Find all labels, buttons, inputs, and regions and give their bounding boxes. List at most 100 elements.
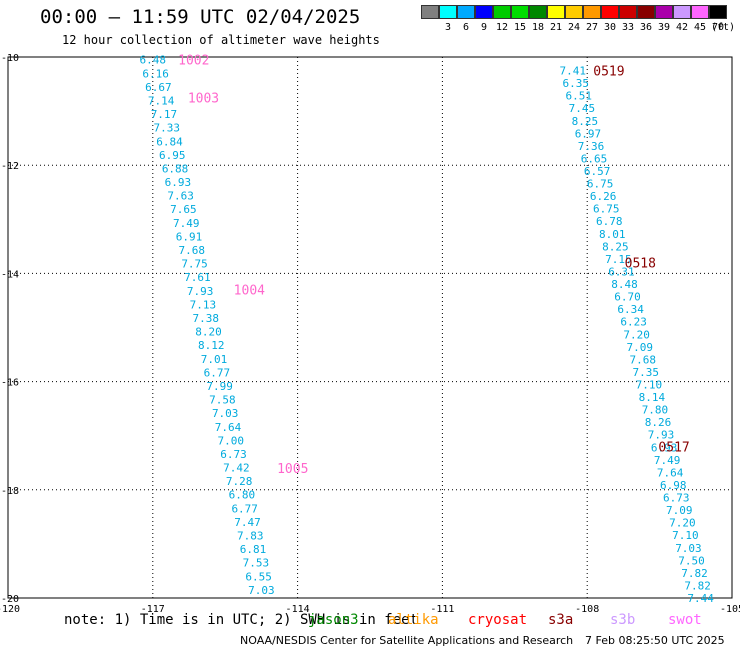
track-b-wave-height-label: 6.65: [581, 152, 608, 165]
track-b-time-label: 0518: [625, 257, 656, 272]
legend-tick-label: 15: [513, 22, 527, 33]
track-b-wave-height-label: 8.01: [599, 228, 626, 241]
latitude-tick-label: -20: [1, 594, 19, 605]
legend-tick-label: 6: [462, 22, 470, 33]
legend-tick-label: 12: [495, 22, 509, 33]
track-a-wave-height-label: 6.93: [165, 176, 192, 189]
track-a-wave-height-label: 6.84: [156, 135, 183, 148]
track-b-wave-height-label: 7.44: [687, 592, 714, 605]
latitude-tick-label: -12: [1, 161, 19, 172]
track-b-wave-height-label: 7.50: [678, 554, 705, 567]
track-b-wave-height-label: 7.64: [657, 466, 684, 479]
wave-height-color-legend: (ft) 3 6 9 12 15 18 21 24 27 30 33 36 39 42 45 70: [421, 5, 735, 35]
longitude-tick-label: -108: [575, 604, 599, 615]
legend-swatch: [493, 5, 511, 19]
track-a-wave-height-label: 7.14: [148, 94, 175, 107]
legend-tick-label: 27: [585, 22, 599, 33]
track-b-wave-height-label: 6.78: [596, 215, 623, 228]
track-a-wave-height-label: 6.73: [220, 448, 247, 461]
page-subtitle: 12 hour collection of altimeter wave hei…: [62, 33, 380, 47]
track-a-wave-height-label: 7.61: [184, 271, 211, 284]
track-a-wave-height-label: 7.13: [190, 298, 217, 311]
longitude-tick-label: -117: [141, 604, 165, 615]
legend-tick-label: 24: [567, 22, 581, 33]
longitude-tick-label: -114: [286, 604, 310, 615]
track-b-wave-height-label: 6.97: [575, 127, 602, 140]
legend-tick-label: 21: [549, 22, 563, 33]
track-a-wave-height-label: 6.81: [240, 543, 267, 556]
longitude-tick-label: -105: [720, 604, 740, 615]
track-a-wave-height-label: 7.49: [173, 217, 200, 230]
latitude-tick-label: -16: [1, 378, 19, 389]
track-b-wave-height-label: 6.31: [608, 265, 635, 278]
legend-unit-label: (ft): [711, 22, 736, 33]
legend-tick-label: 39: [657, 22, 671, 33]
legend-swatch: [565, 5, 583, 19]
track-a-wave-height-label: 7.17: [151, 108, 178, 121]
satellite-name-swot: swot: [668, 612, 702, 628]
track-b-wave-height-label: 7.15: [605, 253, 632, 266]
track-a-wave-height-label: 7.53: [243, 557, 270, 570]
footer-note: note: 1) Time is in UTC; 2) SWH is in fe…: [64, 612, 419, 628]
legend-tick-label: 70: [711, 22, 725, 33]
track-b-wave-height-label: 7.10: [672, 529, 699, 542]
track-b-wave-height-label: 7.68: [630, 353, 657, 366]
legend-swatch: [457, 5, 475, 19]
track-a-wave-height-label: 7.83: [237, 530, 264, 543]
legend-tick-label: 33: [621, 22, 635, 33]
generation-timestamp: 7 Feb 08:25:50 UTC 2025: [585, 634, 725, 647]
track-a-time-label: 1004: [234, 284, 265, 299]
satellite-name-s3b: s3b: [610, 612, 636, 628]
track-b-wave-height-label: 7.10: [636, 378, 663, 391]
track-a-wave-height-label: 7.93: [187, 285, 214, 298]
track-b-wave-height-label: 6.75: [587, 178, 614, 191]
legend-swatch: [475, 5, 493, 19]
legend-swatch: [547, 5, 565, 19]
satellite-name-altika: altika: [388, 612, 439, 628]
track-a-wave-height-label: 7.64: [215, 421, 242, 434]
map-frame: [7, 56, 733, 599]
track-b-wave-height-label: 6.26: [590, 190, 617, 203]
legend-tick-label: 36: [639, 22, 653, 33]
track-b-wave-height-label: 7.93: [648, 429, 675, 442]
track-b-time-label: 0517: [658, 441, 689, 456]
track-b-wave-height-label: 7.35: [633, 366, 660, 379]
track-b-wave-height-label: 8.14: [639, 391, 666, 404]
track-a-wave-height-label: 6.67: [145, 81, 172, 94]
track-b-wave-height-label: 8.26: [645, 416, 672, 429]
track-a-wave-height-label: 6.77: [204, 366, 231, 379]
track-b-wave-height-label: 7.03: [675, 542, 702, 555]
legend-swatch: [709, 5, 727, 19]
track-b-wave-height-label: 7.41: [559, 65, 586, 78]
track-b-wave-height-label: 7.20: [669, 517, 696, 530]
longitude-tick-label: -111: [430, 604, 454, 615]
track-b-wave-height-label: 7.09: [626, 341, 653, 354]
track-b-wave-height-label: 7.82: [681, 567, 708, 580]
legend-tick-label: 9: [480, 22, 488, 33]
satellite-name-cryosat: cryosat: [468, 612, 528, 628]
legend-swatch: [529, 5, 547, 19]
track-b-wave-height-label: 6.70: [614, 291, 641, 304]
track-b-wave-height-label: 7.09: [666, 504, 693, 517]
track-a-wave-height-label: 7.38: [192, 312, 219, 325]
track-b-wave-height-label: 6.23: [620, 316, 647, 329]
legend-swatch: [439, 5, 457, 19]
track-b-wave-height-label: 6.51: [566, 90, 593, 103]
track-a-wave-height-label: 7.28: [226, 475, 253, 488]
track-b-wave-height-label: 7.49: [654, 454, 681, 467]
track-b-wave-height-label: 6.35: [563, 77, 590, 90]
track-b-wave-height-label: 6.93: [651, 441, 678, 454]
track-a-wave-height-label: 6.80: [229, 489, 256, 502]
track-a-wave-height-label: 6.55: [245, 570, 272, 583]
track-b-wave-height-label: 7.45: [569, 102, 596, 115]
track-a-wave-height-label: 7.33: [153, 122, 180, 135]
track-b-wave-height-label: 6.98: [660, 479, 687, 492]
satellite-name-jason3: jason3: [308, 612, 359, 628]
track-b-wave-height-label: 6.57: [584, 165, 611, 178]
track-b-wave-height-label: 6.75: [593, 203, 620, 216]
latitude-tick-label: -18: [1, 486, 19, 497]
track-a-wave-height-label: 7.58: [209, 394, 236, 407]
track-a-wave-height-label: 7.65: [170, 203, 197, 216]
